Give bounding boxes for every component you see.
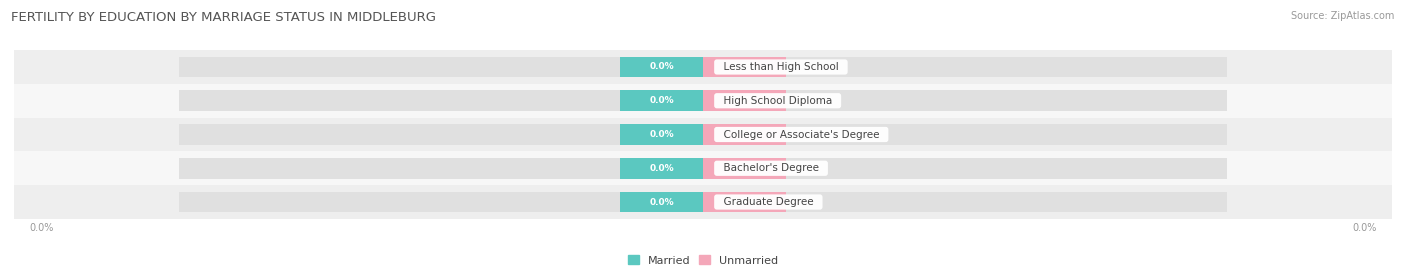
Bar [180, 56, 1226, 77]
Bar [14, 118, 1392, 151]
Text: Less than High School: Less than High School [717, 62, 845, 72]
Text: 0.0%: 0.0% [650, 96, 673, 105]
Text: 0.0%: 0.0% [650, 130, 673, 139]
Bar [180, 90, 1226, 111]
Text: 0.0%: 0.0% [733, 62, 756, 72]
Bar [620, 192, 703, 213]
Text: Bachelor's Degree: Bachelor's Degree [717, 163, 825, 173]
Bar [180, 192, 1226, 213]
Bar [180, 124, 1226, 145]
Bar [180, 158, 1226, 179]
Text: 0.0%: 0.0% [733, 96, 756, 105]
Legend: Married, Unmarried: Married, Unmarried [624, 251, 782, 269]
Bar [14, 185, 1392, 219]
Text: FERTILITY BY EDUCATION BY MARRIAGE STATUS IN MIDDLEBURG: FERTILITY BY EDUCATION BY MARRIAGE STATU… [11, 11, 436, 24]
Text: College or Associate's Degree: College or Associate's Degree [717, 129, 886, 140]
Bar [620, 56, 703, 77]
Text: 0.0%: 0.0% [650, 197, 673, 207]
Text: 0.0%: 0.0% [650, 164, 673, 173]
Text: Source: ZipAtlas.com: Source: ZipAtlas.com [1291, 11, 1395, 21]
Bar [620, 90, 703, 111]
Bar [703, 90, 786, 111]
Bar [703, 56, 786, 77]
Text: 0.0%: 0.0% [650, 62, 673, 72]
Text: 0.0%: 0.0% [733, 130, 756, 139]
Bar [620, 158, 703, 179]
Bar [14, 84, 1392, 118]
Text: 0.0%: 0.0% [733, 197, 756, 207]
Bar [703, 192, 786, 213]
Text: Graduate Degree: Graduate Degree [717, 197, 820, 207]
Bar [14, 151, 1392, 185]
Bar [620, 124, 703, 145]
Text: High School Diploma: High School Diploma [717, 96, 838, 106]
Bar [703, 124, 786, 145]
Bar [703, 158, 786, 179]
Bar [14, 50, 1392, 84]
Text: 0.0%: 0.0% [733, 164, 756, 173]
